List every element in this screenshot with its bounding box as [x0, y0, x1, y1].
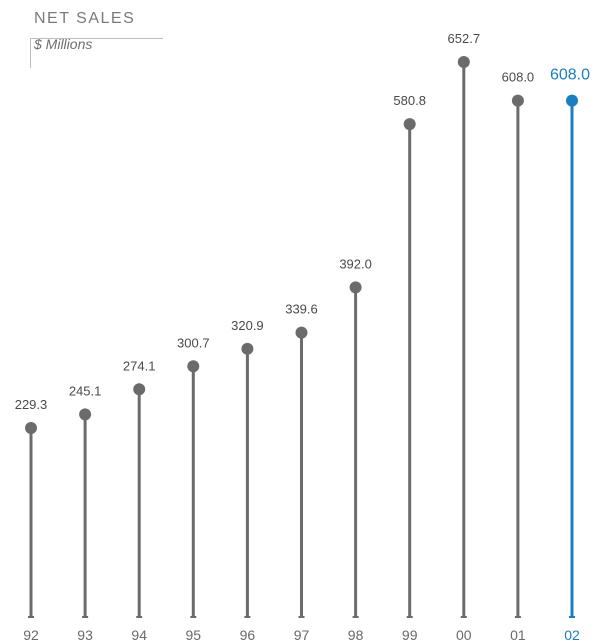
value-label-98: 392.0: [339, 256, 372, 271]
x-tick-label-96: 96: [240, 627, 256, 643]
point-99: [403, 118, 416, 131]
x-tick-label-98: 98: [348, 627, 364, 643]
value-label-93: 245.1: [69, 383, 102, 398]
value-label-02: 608.0: [550, 67, 590, 84]
value-label-95: 300.7: [177, 335, 210, 350]
value-label-96: 320.9: [231, 318, 264, 333]
value-label-94: 274.1: [123, 358, 156, 373]
value-label-99: 580.8: [393, 93, 426, 108]
x-tick-label-95: 95: [186, 627, 202, 643]
value-label-00: 652.7: [448, 31, 481, 46]
point-98: [349, 281, 362, 294]
x-tick-label-02: 02: [564, 627, 580, 643]
point-97: [295, 326, 308, 339]
point-92: [25, 422, 37, 434]
point-96: [241, 342, 254, 355]
x-tick-label-97: 97: [294, 627, 310, 643]
x-tick-label-93: 93: [77, 627, 93, 643]
point-01: [511, 94, 524, 107]
point-93: [79, 408, 92, 421]
chart-title: NET SALES: [34, 10, 136, 27]
x-tick-label-94: 94: [131, 627, 147, 643]
x-tick-label-99: 99: [402, 627, 418, 643]
title-rule: [30, 38, 163, 39]
chart-title-block: NET SALES $ Millions: [30, 8, 163, 68]
x-tick-label-92: 92: [23, 627, 39, 643]
x-tick-label-01: 01: [510, 627, 526, 643]
point-00: [457, 56, 470, 68]
point-02: [566, 94, 578, 107]
value-label-01: 608.0: [502, 70, 535, 85]
value-label-97: 339.6: [285, 302, 318, 317]
chart-subtitle: $ Millions: [34, 36, 93, 52]
point-94: [133, 383, 146, 396]
value-label-92: 229.3: [15, 397, 48, 412]
x-tick-label-00: 00: [456, 627, 472, 643]
title-tick: [30, 38, 31, 68]
point-95: [187, 360, 200, 373]
